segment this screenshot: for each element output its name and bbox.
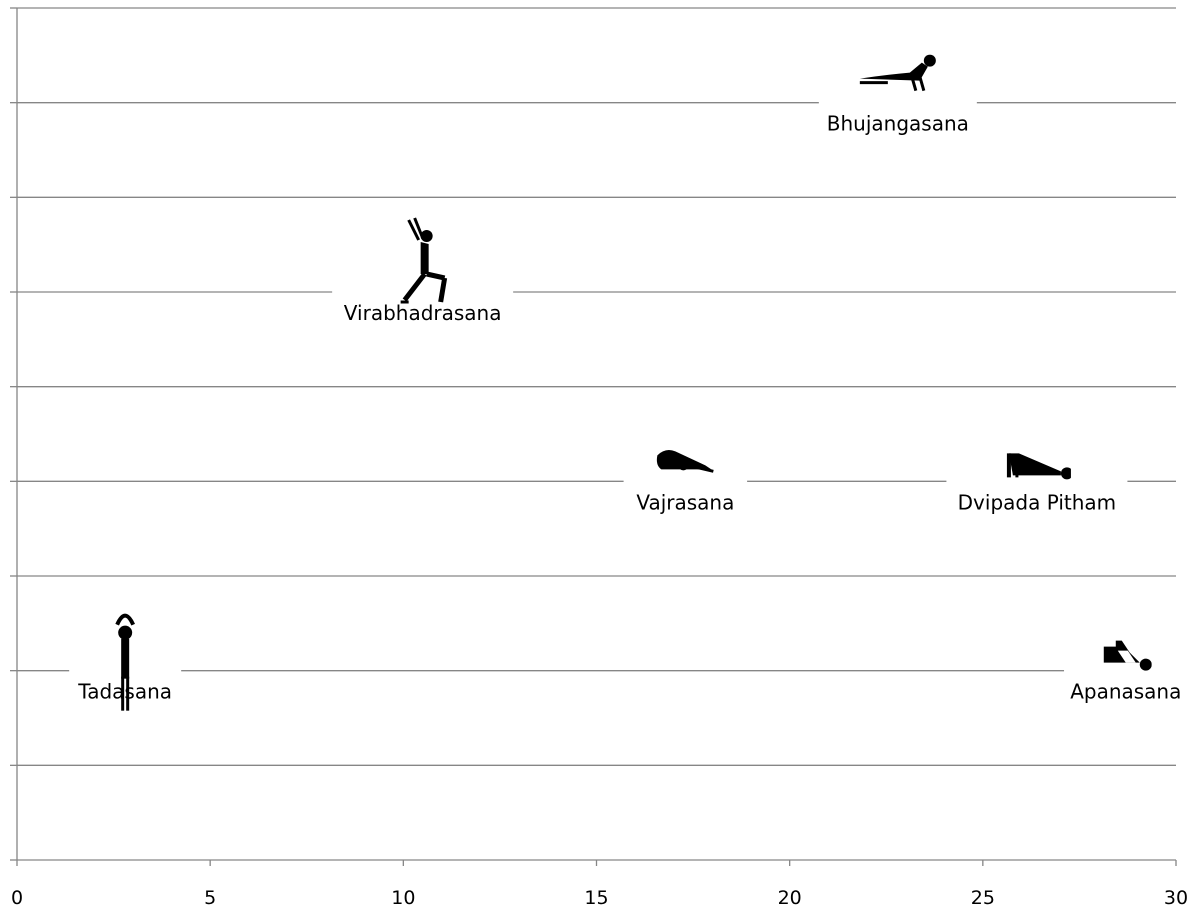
x-tick-label: 25 bbox=[971, 887, 995, 909]
x-tick-label: 5 bbox=[204, 887, 216, 909]
data-point: Tadasana bbox=[69, 613, 182, 713]
data-point: Bhujangasana bbox=[818, 54, 977, 139]
point-label: Virabhadrasana bbox=[344, 301, 502, 325]
x-tick-labels: 0 5 10 15 20 25 30 bbox=[11, 887, 1188, 909]
point-label: Apanasana bbox=[1070, 680, 1181, 704]
point-label: Tadasana bbox=[77, 680, 172, 704]
data-point: Apanasana bbox=[1064, 640, 1188, 707]
gridlines bbox=[17, 7, 1176, 766]
data-points: Tadasana Virabhadrasana Vajrasana Dvipada P… bbox=[69, 54, 1188, 713]
point-label: Dvipada Pitham bbox=[958, 490, 1117, 514]
data-point: Virabhadrasana bbox=[332, 218, 514, 328]
x-tick-label: 20 bbox=[778, 887, 802, 909]
x-tick-label: 0 bbox=[11, 887, 23, 909]
data-point: Dvipada Pitham bbox=[946, 451, 1128, 518]
data-point: Vajrasana bbox=[623, 448, 748, 518]
point-label: Vajrasana bbox=[636, 490, 734, 514]
kneeling-forward-bend-figure-icon bbox=[655, 448, 715, 473]
axes bbox=[10, 7, 1177, 866]
x-tick-label: 15 bbox=[584, 887, 608, 909]
cobra-pose-figure-icon bbox=[858, 54, 938, 93]
point-label: Bhujangasana bbox=[827, 112, 969, 136]
x-tick-label: 30 bbox=[1164, 887, 1188, 909]
x-tick-label: 10 bbox=[391, 887, 415, 909]
